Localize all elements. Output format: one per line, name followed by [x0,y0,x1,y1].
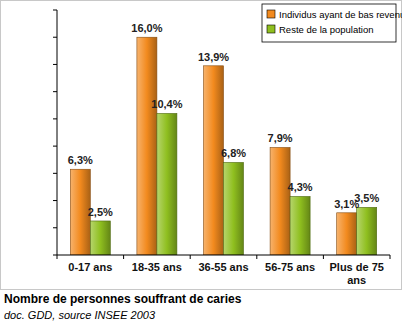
legend: Individus ayant de bas revenus Reste de l… [262,4,402,42]
bar [204,66,224,255]
category-label: 56-75 ans [265,261,315,273]
legend-label: Individus ayant de bas revenus [279,9,402,20]
x-tick [123,255,124,259]
bars [70,37,376,255]
bar [137,37,157,255]
bar [270,147,290,255]
y-tick [53,37,57,38]
y-tick [53,146,57,147]
data-label: 6,3% [68,154,93,166]
bar [224,162,244,255]
chart-frame [1,1,402,290]
x-tick [390,255,391,259]
category-label: 36-55 ans [198,261,248,273]
bar [290,196,310,255]
y-tick [53,10,57,11]
bar [157,113,177,255]
legend-swatch [267,25,275,33]
subtitle: doc. GDD, source INSEE 2003 [4,309,156,321]
chart-container: 6,3%16,0%13,9%7,9%3,1%2,5%10,4%6,8%4,3%3… [0,0,402,336]
chart-svg: 6,3%16,0%13,9%7,9%3,1%2,5%10,4%6,8%4,3%3… [0,0,402,336]
y-tick [53,173,57,174]
x-tick [256,255,257,259]
data-label: 16,0% [131,22,162,34]
x-tick [323,255,324,259]
legend-label: Reste de la population [279,24,374,35]
data-label: 2,5% [88,206,113,218]
category-label: 18-35 ans [132,261,182,273]
y-tick [53,91,57,92]
y-axis [57,10,58,255]
x-tick [57,255,58,259]
category-label: 0-17 ans [68,261,112,273]
bar [357,207,377,255]
y-tick [53,227,57,228]
y-tick [53,255,57,256]
y-tick [53,64,57,65]
title: Nombre de personnes souffrant de caries [4,292,242,306]
data-label: 13,9% [198,51,229,63]
bar [90,221,110,255]
category-label: Plus de 75ans [329,261,383,286]
x-axis [57,255,390,256]
y-tick [53,118,57,119]
data-labels: 6,3%16,0%13,9%7,9%3,1%2,5%10,4%6,8%4,3%3… [68,22,380,218]
x-tick [190,255,191,259]
data-label: 10,4% [151,98,182,110]
bar [337,213,357,255]
data-label: 3,5% [354,192,379,204]
legend-swatch [267,10,275,18]
data-label: 4,3% [288,181,313,193]
data-label: 7,9% [268,132,293,144]
data-label: 6,8% [221,147,246,159]
y-tick [53,200,57,201]
